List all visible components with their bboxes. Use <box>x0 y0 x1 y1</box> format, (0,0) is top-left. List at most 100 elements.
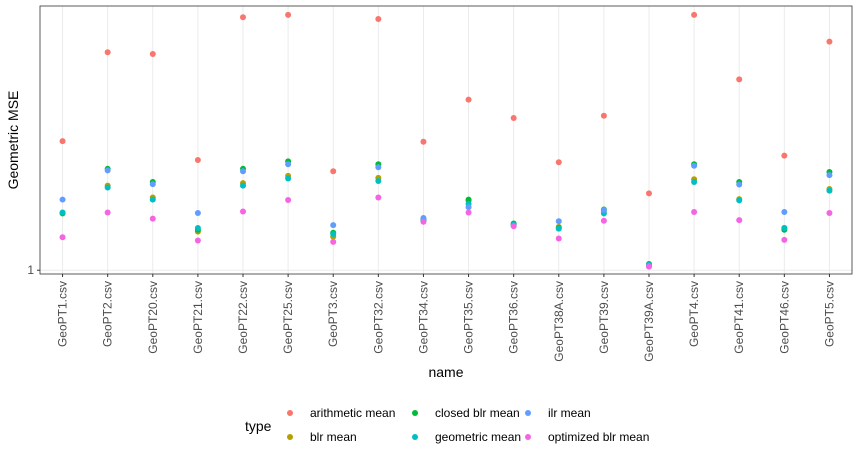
data-point <box>330 168 337 175</box>
data-point <box>465 209 472 216</box>
data-point <box>149 196 156 203</box>
data-point <box>59 234 66 241</box>
legend-label: blr mean <box>310 430 357 444</box>
data-point <box>691 11 698 18</box>
data-point <box>555 235 562 242</box>
data-point <box>59 209 66 216</box>
data-point <box>285 196 292 203</box>
gridlines <box>40 6 852 274</box>
data-point <box>510 223 517 230</box>
data-point <box>194 225 201 232</box>
legend-label: closed blr mean <box>435 406 520 420</box>
data-point <box>240 182 246 189</box>
data-point <box>59 138 66 145</box>
data-point <box>736 76 743 83</box>
legend-label: arithmetic mean <box>310 406 395 420</box>
data-point <box>104 49 111 56</box>
x-tick-label: GeoPT22.csv <box>236 281 250 354</box>
x-tick-label: GeoPT36.csv <box>507 281 521 354</box>
legend-label: geometric mean <box>435 430 521 444</box>
data-point <box>194 209 201 216</box>
data-point <box>59 196 66 203</box>
legend-key <box>287 410 293 416</box>
x-tick-label: GeoPT39.csv <box>597 281 611 354</box>
x-tick-label: GeoPT4.csv <box>687 281 701 347</box>
data-point <box>781 208 788 215</box>
data-point <box>420 138 427 145</box>
data-point <box>375 194 382 201</box>
y-tick-label: 1 <box>27 263 34 277</box>
x-tick-label: GeoPT41.csv <box>732 281 746 354</box>
data-point <box>781 225 788 232</box>
data-point <box>375 16 382 23</box>
data-point <box>555 225 562 232</box>
data-point <box>149 181 156 188</box>
data-point <box>149 215 156 222</box>
data-point <box>285 161 292 168</box>
legend-key <box>287 434 293 440</box>
data-point <box>104 209 111 216</box>
x-tick-label: GeoPT35.csv <box>462 281 476 354</box>
y-axis-ticks: 1 <box>27 263 40 277</box>
data-point <box>465 196 472 203</box>
x-tick-label: GeoPT38A.csv <box>552 281 566 362</box>
data-point <box>646 263 652 270</box>
legend-title: type <box>245 418 272 434</box>
data-point <box>194 157 201 164</box>
data-point <box>285 175 292 182</box>
data-point <box>555 218 562 225</box>
data-point <box>826 172 833 179</box>
data-point <box>736 197 743 204</box>
data-point <box>736 181 743 188</box>
data-point <box>104 184 111 191</box>
x-tick-label: GeoPT20.csv <box>146 281 160 354</box>
x-tick-label: GeoPT39A.csv <box>642 281 656 362</box>
data-point <box>330 231 337 238</box>
data-point <box>555 159 562 166</box>
data-point <box>285 11 292 18</box>
x-tick-label: GeoPT34.csv <box>416 281 430 354</box>
x-tick-label: GeoPT21.csv <box>191 281 205 354</box>
legend: arithmetic mean blr mean closed blr mean ge… <box>287 406 649 444</box>
data-point <box>600 207 607 214</box>
x-tick-label: GeoPT2.csv <box>101 281 115 347</box>
legend-label: optimized blr mean <box>548 430 649 444</box>
data-points <box>59 11 833 270</box>
data-point <box>781 236 788 243</box>
legend-label: ilr mean <box>548 406 591 420</box>
x-tick-label: GeoPT46.csv <box>777 281 791 354</box>
data-point <box>736 217 743 224</box>
data-point <box>149 51 156 58</box>
legend-key <box>525 434 531 440</box>
x-tick-label: GeoPT1.csv <box>56 281 70 347</box>
data-point <box>465 96 472 103</box>
data-point <box>600 112 607 119</box>
data-point <box>691 162 698 169</box>
x-axis-title: name <box>428 364 463 380</box>
data-point <box>330 222 337 229</box>
data-point <box>465 204 472 211</box>
data-point <box>510 115 517 122</box>
x-tick-label: GeoPT32.csv <box>371 281 385 354</box>
data-point <box>646 190 652 197</box>
data-point <box>330 238 337 245</box>
y-axis-title: Geometric MSE <box>5 91 21 190</box>
data-point <box>826 187 833 194</box>
data-point <box>240 168 246 175</box>
data-point <box>375 177 382 184</box>
x-tick-label: GeoPT25.csv <box>281 281 295 354</box>
data-point <box>826 209 833 216</box>
legend-key <box>412 434 418 440</box>
data-point <box>240 14 246 21</box>
x-axis-ticks: GeoPT1.csv GeoPT2.csv GeoPT20.csv GeoPT21.c… <box>56 274 836 362</box>
data-point <box>826 38 833 45</box>
x-tick-label: GeoPT5.csv <box>822 281 836 347</box>
data-point <box>104 167 111 174</box>
data-point <box>420 218 427 225</box>
data-point <box>691 208 698 215</box>
legend-key <box>525 410 531 416</box>
data-point <box>375 164 382 171</box>
data-point <box>240 208 246 215</box>
x-tick-label: GeoPT3.csv <box>326 281 340 347</box>
